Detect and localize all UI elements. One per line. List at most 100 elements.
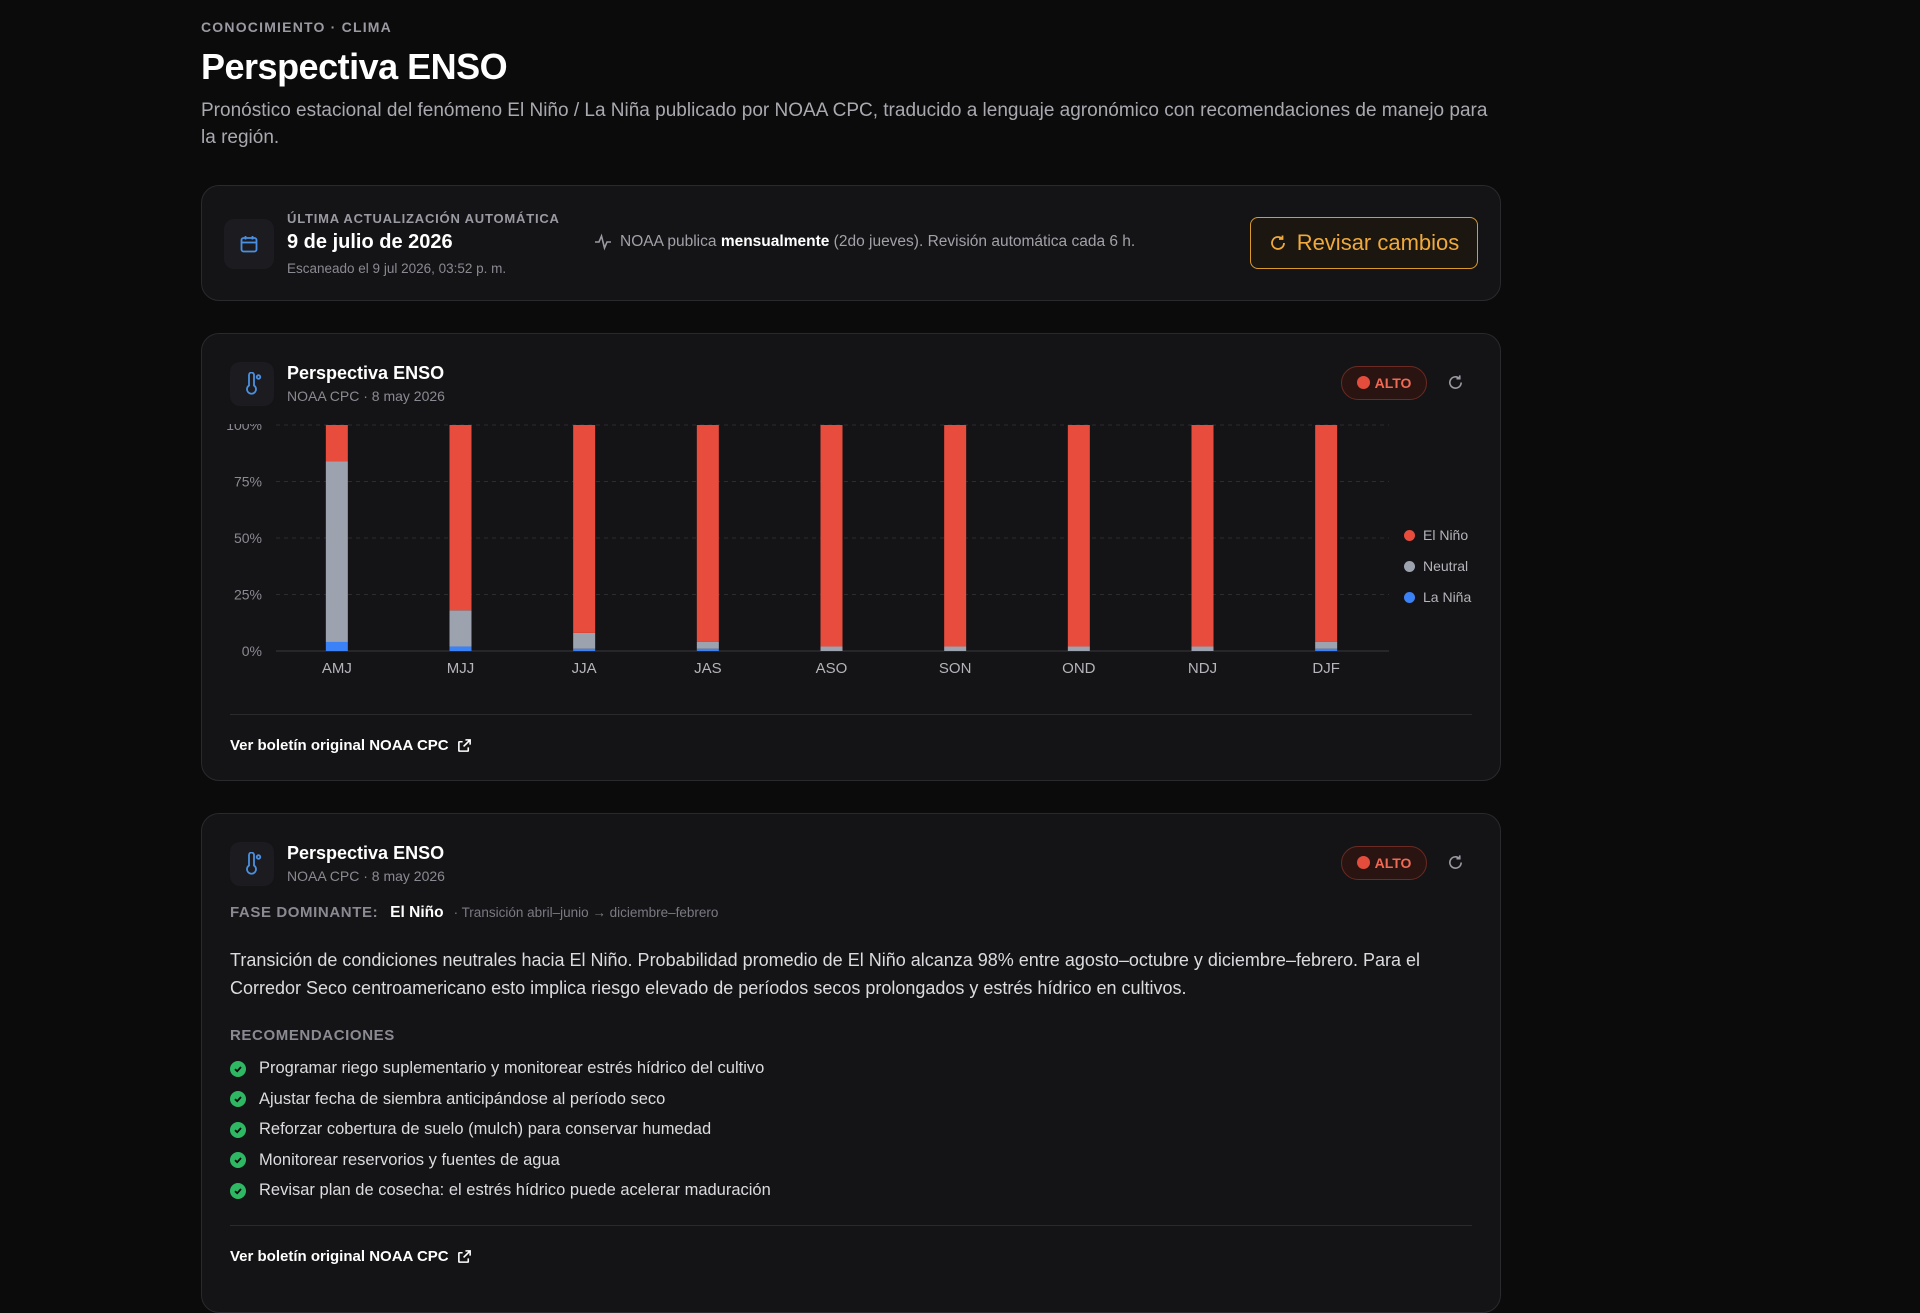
x-tick-label: MJJ [447, 660, 475, 677]
risk-badge: ALTO [1341, 365, 1427, 400]
risk-badge: ALTO [1341, 845, 1427, 880]
bar-la-nina [1315, 648, 1338, 651]
dominant-phase-label: FASE DOMINANTE: [230, 903, 379, 921]
check-circle-icon [230, 1091, 246, 1108]
alert-dot-icon [1356, 376, 1370, 390]
x-tick-label: DJF [1312, 660, 1340, 677]
bar-neutral [1067, 646, 1090, 651]
bar-neutral [944, 646, 967, 651]
schedule-prefix: NOAA publica [620, 232, 717, 250]
la-nina-swatch [1404, 591, 1415, 603]
check-circle-icon [230, 1152, 246, 1169]
bar-el-nino [1315, 424, 1338, 642]
noaa-bulletin-link-label: Ver boletín original NOAA CPC [230, 736, 449, 754]
bar-la-nina [696, 648, 719, 651]
bar-neutral [1315, 641, 1338, 649]
enso-probability-chart: 100% 75% 50% 25% 0% AMJ MJJ JJA JAS ASO SON OND NDJ D… [226, 424, 1389, 677]
y-tick-label: 100% [226, 424, 262, 433]
summary-text: Transición de condiciones neutrales haci… [230, 949, 1421, 998]
x-tick-label: ASO [816, 660, 848, 677]
legend-item-neutral: Neutral [1404, 551, 1471, 582]
recommendation-text: Revisar plan de cosecha: el estrés hídri… [259, 1181, 771, 1200]
external-link-icon [457, 1249, 471, 1263]
y-tick-label: 50% [234, 530, 262, 546]
chart-card-meta: NOAA CPC · 8 may 2026 [287, 388, 445, 405]
risk-badge-label: ALTO [1374, 374, 1412, 391]
main-content: CONOCIMIENTO · CLIMA Perspectiva ENSO Pr… [201, 0, 1501, 1313]
page-subtitle: Pronóstico estacional del fenómeno El Ni… [201, 99, 1488, 148]
schedule-frequency: mensualmente [720, 232, 830, 250]
summary-card-header: Perspectiva ENSO NOAA CPC · 8 may 2026 [230, 841, 445, 886]
page-title: Perspectiva ENSO [201, 46, 508, 87]
noaa-bulletin-link-label: Ver boletín original NOAA CPC [230, 1247, 449, 1265]
y-tick-label: 25% [234, 586, 262, 602]
thermometer-icon [230, 841, 274, 886]
bar-la-nina [449, 646, 472, 651]
legend-item-el-nino: El Niño [1404, 520, 1471, 551]
refresh-icon [1448, 375, 1462, 389]
bar-el-nino [449, 424, 472, 610]
review-changes-button[interactable]: Revisar cambios [1250, 216, 1478, 269]
summary-card-meta: NOAA CPC · 8 may 2026 [287, 868, 445, 885]
bar-el-nino [1191, 424, 1214, 647]
y-tick-label: 75% [234, 473, 262, 489]
recommendation-item: Programar riego suplementario y monitore… [230, 1054, 771, 1085]
chart-refresh-button[interactable] [1444, 372, 1466, 394]
chart-legend: El Niño Neutral La Niña [1404, 520, 1471, 613]
check-circle-icon [230, 1182, 246, 1199]
scan-timestamp: Escaneado el 9 jul 2026, 03:52 p. m. [287, 260, 507, 276]
x-tick-label: JAS [694, 660, 722, 677]
update-card: ÚLTIMA ACTUALIZACIÓN AUTOMÁTICA 9 de jul… [201, 184, 1501, 301]
noaa-bulletin-link[interactable]: Ver boletín original NOAA CPC [230, 737, 472, 754]
legend-label: El Niño [1423, 527, 1469, 544]
update-date: 9 de julio de 2026 [287, 230, 453, 253]
x-tick-label: AMJ [322, 660, 352, 677]
recommendations-list: Programar riego suplementario y monitore… [230, 1054, 771, 1207]
legend-label: La Niña [1423, 589, 1472, 606]
el-nino-swatch [1404, 529, 1415, 541]
bar-el-nino [696, 424, 719, 642]
bar-la-nina [325, 641, 348, 651]
bar-el-nino [1067, 424, 1090, 647]
breadcrumb: CONOCIMIENTO · CLIMA [201, 19, 392, 35]
enso-summary-card: Perspectiva ENSO NOAA CPC · 8 may 2026 A… [201, 812, 1501, 1313]
x-tick-label: JJA [572, 660, 597, 677]
summary-card-title: Perspectiva ENSO [287, 843, 445, 864]
phase-transition: · Transición abril–junio → diciembre–feb… [453, 904, 719, 920]
bar-el-nino [820, 424, 843, 647]
bar-el-nino [944, 424, 967, 647]
check-circle-icon [230, 1060, 246, 1077]
chart-card-header: Perspectiva ENSO NOAA CPC · 8 may 2026 [230, 361, 445, 406]
recommendation-text: Reforzar cobertura de suelo (mulch) para… [259, 1120, 712, 1139]
legend-item-la-nina: La Niña [1404, 582, 1471, 613]
dominant-phase: FASE DOMINANTE: El Niño · Transición abr… [230, 904, 718, 922]
bar-la-nina [573, 648, 596, 651]
review-changes-label: Revisar cambios [1296, 229, 1460, 255]
external-link-icon [457, 738, 471, 752]
divider [230, 1224, 1472, 1226]
y-tick-label: 0% [242, 643, 262, 659]
noaa-bulletin-link[interactable]: Ver boletín original NOAA CPC [230, 1248, 472, 1265]
bar-neutral [696, 641, 719, 649]
schedule-suffix: (2do jueves). Revisión automática cada 6… [833, 232, 1136, 250]
bar-neutral [325, 460, 348, 642]
x-tick-label: OND [1062, 660, 1096, 677]
legend-label: Neutral [1423, 558, 1469, 575]
bar-neutral [573, 632, 596, 649]
thermometer-icon [230, 361, 274, 406]
summary-refresh-button[interactable] [1444, 852, 1466, 874]
bar-el-nino [325, 424, 348, 461]
activity-icon [595, 233, 611, 251]
calendar-icon [224, 218, 274, 269]
neutral-swatch [1404, 560, 1415, 572]
recommendation-text: Monitorear reservorios y fuentes de agua [259, 1150, 560, 1169]
bar-neutral [820, 646, 843, 651]
update-eyebrow: ÚLTIMA ACTUALIZACIÓN AUTOMÁTICA [287, 210, 560, 226]
check-circle-icon [230, 1121, 246, 1138]
bar-neutral [1191, 646, 1214, 651]
alert-dot-icon [1356, 856, 1370, 870]
refresh-icon [1270, 235, 1285, 250]
recommendation-item: Reforzar cobertura de suelo (mulch) para… [230, 1115, 771, 1146]
dominant-phase-value: El Niño [390, 903, 444, 921]
x-tick-label: SON [939, 660, 972, 677]
